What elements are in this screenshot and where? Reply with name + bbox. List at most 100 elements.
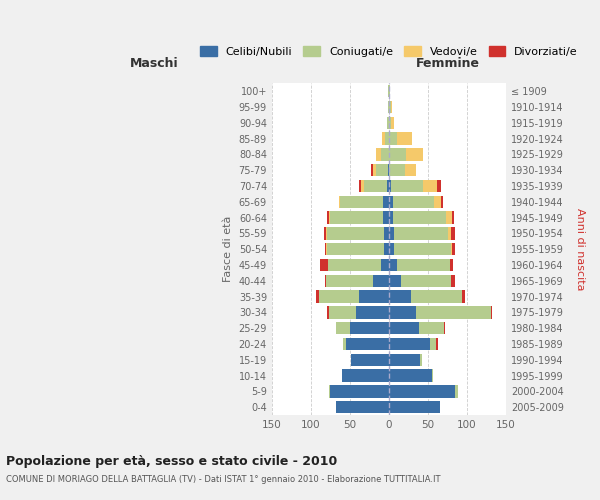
- Text: COMUNE DI MORIAGO DELLA BATTAGLIA (TV) - Dati ISTAT 1° gennaio 2010 - Elaborazio: COMUNE DI MORIAGO DELLA BATTAGLIA (TV) -…: [6, 475, 440, 484]
- Bar: [389, 116, 391, 129]
- Bar: [391, 101, 392, 113]
- Bar: [443, 322, 445, 334]
- Bar: [446, 212, 452, 224]
- Bar: [389, 180, 391, 192]
- Bar: [389, 290, 411, 303]
- Bar: [389, 243, 394, 256]
- Bar: [448, 228, 451, 239]
- Bar: [383, 212, 389, 224]
- Bar: [451, 274, 455, 287]
- Bar: [389, 101, 391, 113]
- Bar: [389, 370, 432, 382]
- Bar: [406, 148, 424, 160]
- Bar: [389, 196, 393, 208]
- Bar: [361, 180, 364, 192]
- Bar: [461, 290, 465, 303]
- Bar: [316, 290, 319, 303]
- Bar: [437, 180, 440, 192]
- Bar: [397, 132, 412, 145]
- Bar: [339, 196, 340, 208]
- Bar: [327, 212, 329, 224]
- Bar: [326, 274, 373, 287]
- Bar: [319, 290, 359, 303]
- Bar: [411, 290, 461, 303]
- Bar: [432, 370, 433, 382]
- Bar: [436, 338, 438, 350]
- Text: Femmine: Femmine: [416, 57, 479, 70]
- Bar: [404, 164, 416, 176]
- Bar: [327, 306, 329, 318]
- Bar: [329, 386, 331, 398]
- Bar: [419, 322, 443, 334]
- Bar: [382, 132, 385, 145]
- Bar: [328, 259, 381, 271]
- Y-axis label: Anni di nascita: Anni di nascita: [575, 208, 585, 290]
- Bar: [388, 85, 389, 98]
- Bar: [326, 228, 327, 239]
- Text: Popolazione per età, sesso e stato civile - 2010: Popolazione per età, sesso e stato civil…: [6, 455, 337, 468]
- Bar: [371, 164, 373, 176]
- Bar: [373, 164, 376, 176]
- Bar: [389, 386, 455, 398]
- Bar: [391, 180, 424, 192]
- Bar: [359, 180, 361, 192]
- Bar: [336, 401, 389, 413]
- Bar: [340, 196, 383, 208]
- Bar: [343, 338, 346, 350]
- Bar: [389, 228, 394, 239]
- Bar: [327, 228, 383, 239]
- Bar: [401, 274, 451, 287]
- Bar: [389, 338, 430, 350]
- Bar: [450, 259, 453, 271]
- Bar: [389, 259, 397, 271]
- Bar: [394, 228, 448, 239]
- Y-axis label: Fasce di età: Fasce di età: [223, 216, 233, 282]
- Bar: [420, 354, 422, 366]
- Bar: [352, 354, 389, 366]
- Bar: [326, 243, 327, 256]
- Bar: [383, 243, 389, 256]
- Bar: [455, 386, 458, 398]
- Bar: [324, 228, 326, 239]
- Bar: [386, 116, 388, 129]
- Bar: [376, 148, 381, 160]
- Bar: [452, 212, 454, 224]
- Bar: [451, 243, 452, 256]
- Bar: [389, 132, 397, 145]
- Bar: [388, 116, 389, 129]
- Bar: [389, 322, 419, 334]
- Bar: [329, 306, 356, 318]
- Bar: [331, 386, 389, 398]
- Bar: [351, 354, 352, 366]
- Bar: [356, 306, 389, 318]
- Legend: Celibi/Nubili, Coniugati/e, Vedovi/e, Divorziati/e: Celibi/Nubili, Coniugati/e, Vedovi/e, Di…: [197, 42, 581, 60]
- Text: Maschi: Maschi: [130, 57, 179, 70]
- Bar: [389, 274, 401, 287]
- Bar: [325, 274, 326, 287]
- Bar: [381, 148, 389, 160]
- Bar: [389, 306, 416, 318]
- Bar: [389, 401, 440, 413]
- Bar: [359, 290, 389, 303]
- Bar: [434, 196, 442, 208]
- Bar: [424, 180, 437, 192]
- Bar: [376, 164, 388, 176]
- Bar: [320, 259, 328, 271]
- Bar: [389, 212, 393, 224]
- Bar: [451, 228, 455, 239]
- Bar: [430, 338, 436, 350]
- Bar: [389, 148, 406, 160]
- Bar: [373, 274, 389, 287]
- Bar: [325, 243, 326, 256]
- Bar: [364, 180, 388, 192]
- Bar: [389, 85, 390, 98]
- Bar: [391, 116, 394, 129]
- Bar: [491, 306, 492, 318]
- Bar: [346, 338, 389, 350]
- Bar: [342, 370, 389, 382]
- Bar: [393, 212, 446, 224]
- Bar: [385, 132, 389, 145]
- Bar: [397, 259, 450, 271]
- Bar: [329, 212, 383, 224]
- Bar: [381, 259, 389, 271]
